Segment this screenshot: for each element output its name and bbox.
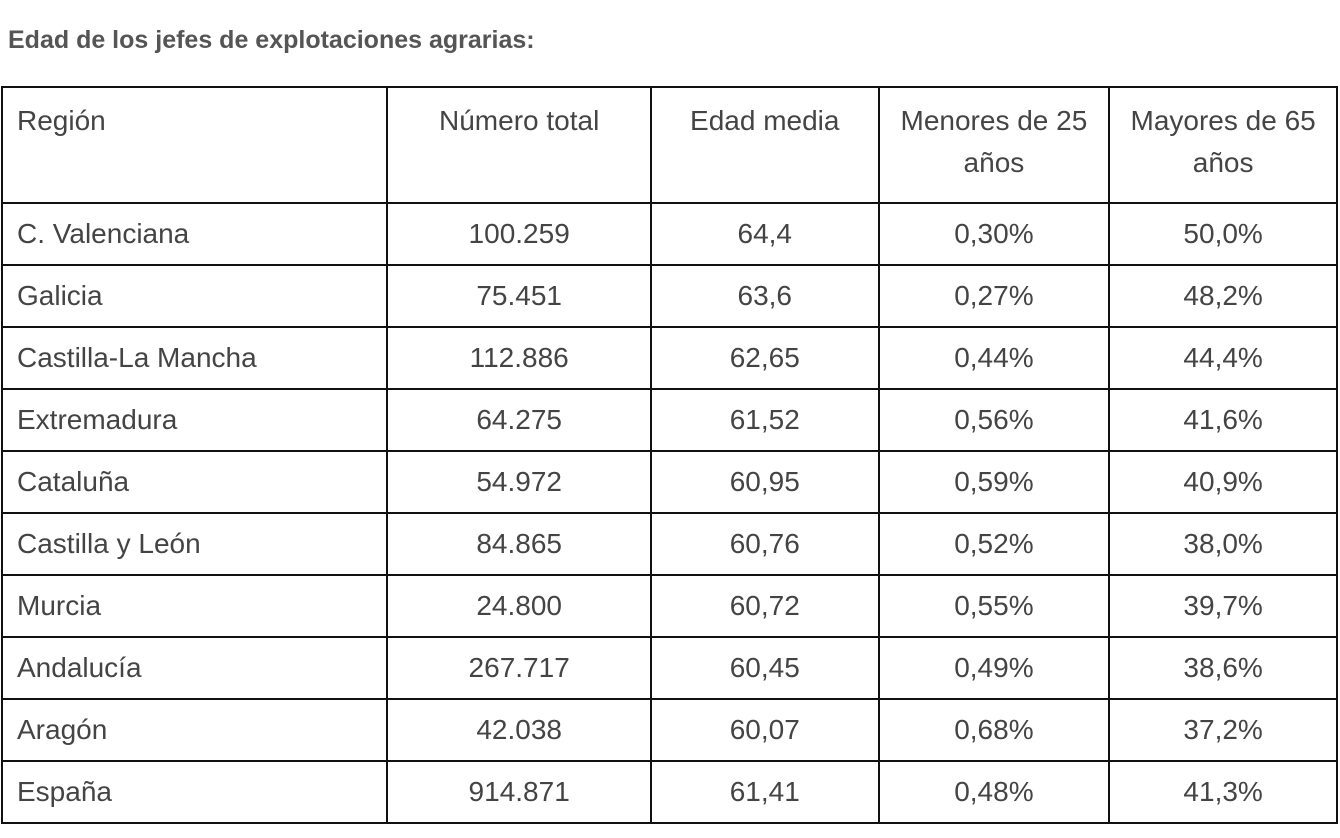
region-cell: Andalucía: [0, 636, 389, 700]
value-cell: 38,0%: [1108, 512, 1338, 576]
value-cell: 42.038: [386, 698, 652, 762]
region-cell: C. Valenciana: [0, 202, 389, 266]
value-cell: 0,56%: [877, 388, 1111, 452]
value-cell: 0,68%: [877, 698, 1111, 762]
value-cell: 62,65: [649, 326, 880, 390]
region-cell: Galicia: [0, 264, 389, 328]
value-cell: 37,2%: [1108, 698, 1338, 762]
value-cell: 40,9%: [1108, 450, 1338, 514]
region-cell: España: [0, 760, 389, 824]
region-cell: Aragón: [0, 698, 389, 762]
region-cell: Castilla y León: [0, 512, 389, 576]
header-cell: Número total: [386, 86, 652, 204]
value-cell: 61,52: [649, 388, 880, 452]
value-cell: 0,44%: [877, 326, 1111, 390]
header-cell: Menores de 25 años: [877, 86, 1111, 204]
region-cell: Cataluña: [0, 450, 389, 514]
table-body: C. Valenciana 100.259 64,4 0,30% 50,0% Galici…: [0, 202, 1338, 824]
value-cell: 60,45: [649, 636, 880, 700]
header-cell: Región: [0, 86, 389, 204]
value-cell: 41,3%: [1108, 760, 1338, 824]
value-cell: 0,59%: [877, 450, 1111, 514]
table-row: Galicia 75.451 63,6 0,27% 48,2%: [0, 264, 1338, 328]
value-cell: 100.259: [386, 202, 652, 266]
data-table: Región Número total Edad media Menores de 2…: [0, 86, 1338, 824]
value-cell: 64,4: [649, 202, 880, 266]
value-cell: 0,49%: [877, 636, 1111, 700]
header-row: Región Número total Edad media Menores de 2…: [0, 86, 1338, 204]
value-cell: 64.275: [386, 388, 652, 452]
table-row: Extremadura 64.275 61,52 0,56% 41,6%: [0, 388, 1338, 452]
value-cell: 41,6%: [1108, 388, 1338, 452]
value-cell: 44,4%: [1108, 326, 1338, 390]
value-cell: 60,76: [649, 512, 880, 576]
value-cell: 39,7%: [1108, 574, 1338, 638]
value-cell: 60,95: [649, 450, 880, 514]
value-cell: 50,0%: [1108, 202, 1338, 266]
table-row: Aragón 42.038 60,07 0,68% 37,2%: [0, 698, 1338, 762]
table-header: Región Número total Edad media Menores de 2…: [0, 86, 1338, 204]
value-cell: 48,2%: [1108, 264, 1338, 328]
value-cell: 84.865: [386, 512, 652, 576]
value-cell: 24.800: [386, 574, 652, 638]
header-cell: Edad media: [649, 86, 880, 204]
value-cell: 60,07: [649, 698, 880, 762]
table-title: Edad de los jefes de explotaciones agrar…: [8, 26, 535, 54]
value-cell: 54.972: [386, 450, 652, 514]
value-cell: 914.871: [386, 760, 652, 824]
region-cell: Murcia: [0, 574, 389, 638]
value-cell: 60,72: [649, 574, 880, 638]
value-cell: 0,30%: [877, 202, 1111, 266]
table-row: España 914.871 61,41 0,48% 41,3%: [0, 760, 1338, 824]
value-cell: 63,6: [649, 264, 880, 328]
region-cell: Castilla-La Mancha: [0, 326, 389, 390]
value-cell: 0,52%: [877, 512, 1111, 576]
value-cell: 0,27%: [877, 264, 1111, 328]
region-cell: Extremadura: [0, 388, 389, 452]
table-row: C. Valenciana 100.259 64,4 0,30% 50,0%: [0, 202, 1338, 266]
value-cell: 38,6%: [1108, 636, 1338, 700]
header-cell: Mayores de 65 años: [1108, 86, 1338, 204]
value-cell: 112.886: [386, 326, 652, 390]
value-cell: 0,55%: [877, 574, 1111, 638]
value-cell: 61,41: [649, 760, 880, 824]
value-cell: 267.717: [386, 636, 652, 700]
value-cell: 75.451: [386, 264, 652, 328]
table-row: Cataluña 54.972 60,95 0,59% 40,9%: [0, 450, 1338, 514]
table-row: Murcia 24.800 60,72 0,55% 39,7%: [0, 574, 1338, 638]
table-row: Castilla y León 84.865 60,76 0,52% 38,0%: [0, 512, 1338, 576]
table-row: Andalucía 267.717 60,45 0,49% 38,6%: [0, 636, 1338, 700]
table-row: Castilla-La Mancha 112.886 62,65 0,44% 44,4%: [0, 326, 1338, 390]
value-cell: 0,48%: [877, 760, 1111, 824]
